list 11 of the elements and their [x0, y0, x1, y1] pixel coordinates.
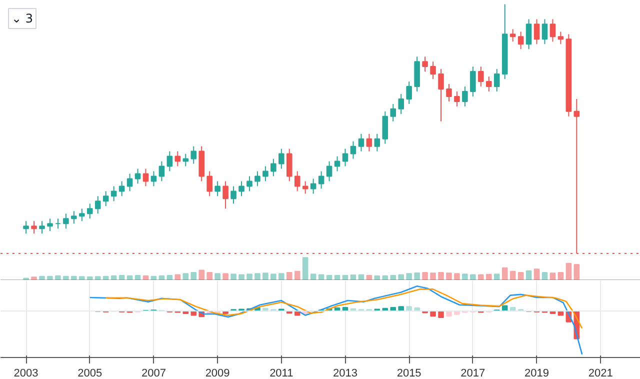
x-tick-label: 2015: [396, 368, 422, 379]
x-tick-label: 2017: [460, 368, 486, 379]
x-tick-label: 2003: [14, 368, 38, 379]
x-tick-label: 2011: [270, 368, 294, 379]
x-tick-label: 2007: [141, 368, 166, 379]
x-tick-label: 2021: [588, 368, 613, 379]
annotation: ⌄ 3: [12, 12, 34, 26]
x-tick-label: 2019: [524, 368, 550, 379]
x-tick-label: 2009: [205, 368, 230, 379]
x-tick-label: 2005: [78, 368, 102, 379]
x-tick-label: 2013: [333, 368, 358, 379]
